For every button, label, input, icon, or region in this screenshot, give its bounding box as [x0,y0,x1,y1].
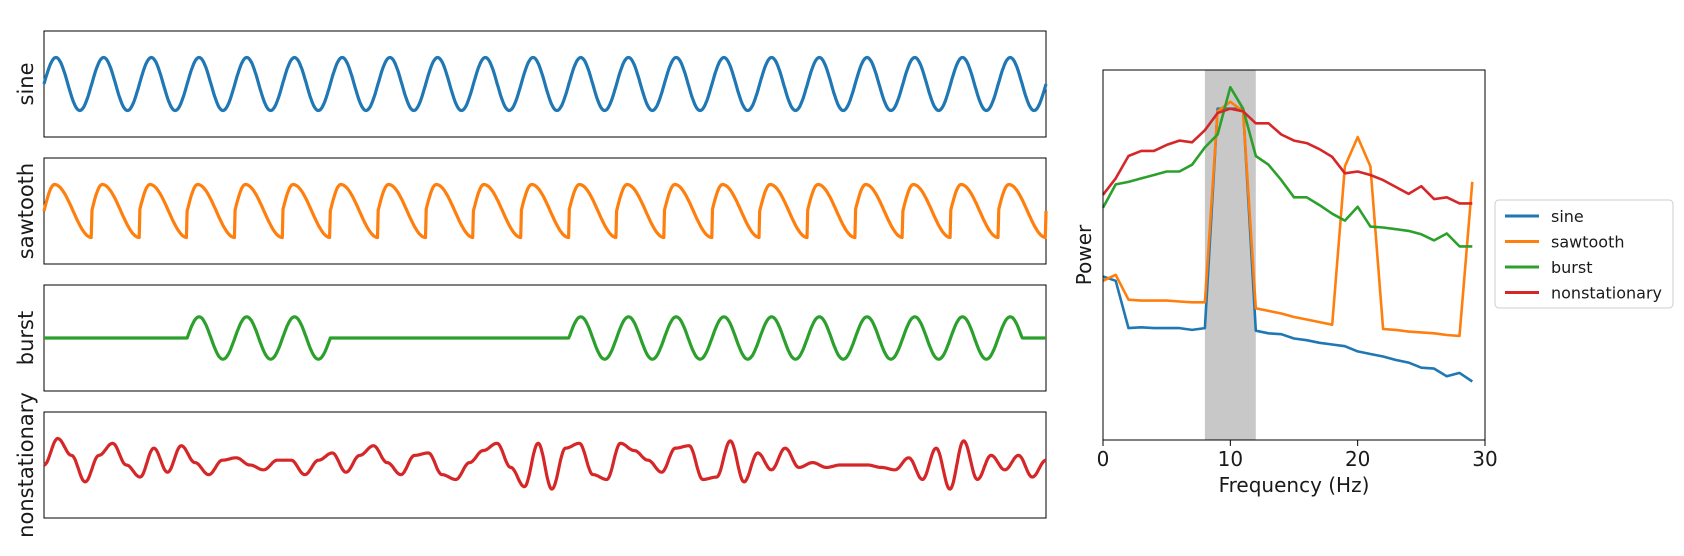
alpha-band-highlight [1204,70,1256,440]
x-tick-label: 10 [1218,447,1243,471]
panel-label-sine: sine [14,62,38,105]
x-tick-label: 0 [1097,447,1110,471]
panel-sine: sine [14,30,1048,138]
legend-items: sine sawtooth burst nonstationary [1505,207,1662,303]
panel-nonstationary: nonstationary [14,392,1047,538]
panel-label-burst: burst [14,311,38,365]
spectrum-axes-frame [1102,69,1486,441]
timeseries-panels: sine sawtooth burst nonstationary [14,30,1048,538]
legend: sine sawtooth burst nonstationary [1494,199,1674,309]
legend-item-nonstationary: nonstationary [1505,284,1662,303]
panel-burst: burst [14,284,1047,392]
spectrum-line-nonstationary [1101,107,1473,205]
spectrum-line-sine [1102,107,1474,383]
legend-label: sawtooth [1551,233,1625,252]
spectrum-lines [1101,85,1474,383]
legend-label: burst [1551,258,1592,277]
y-axis-label: Power [1072,224,1096,285]
series-line-sine [42,55,1048,113]
panel-label-nonstationary: nonstationary [14,392,38,538]
series-line-nonstationary [43,436,1047,491]
x-tick-label: 30 [1472,447,1497,471]
legend-label: sine [1551,207,1584,226]
panel-label-sawtooth: sawtooth [14,163,38,259]
spectrum-line-burst [1101,85,1473,248]
series-line-burst [43,315,1047,361]
x-axis-ticks: 0 10 20 30 [1097,440,1498,471]
series-line-sawtooth [42,182,1048,240]
legend-frame [1494,199,1674,309]
legend-item-sawtooth: sawtooth [1505,233,1625,252]
panel-frame [43,157,1047,265]
legend-label: nonstationary [1551,284,1662,303]
legend-item-burst: burst [1505,258,1592,277]
x-tick-label: 20 [1345,447,1370,471]
panel-sawtooth: sawtooth [14,157,1048,265]
spectrum-line-sawtooth [1102,100,1474,338]
x-axis-label: Frequency (Hz) [1219,473,1370,497]
legend-item-sine: sine [1505,207,1584,226]
power-spectrum-chart: 0 10 20 30 Frequency (Hz) Power [1072,69,1498,497]
